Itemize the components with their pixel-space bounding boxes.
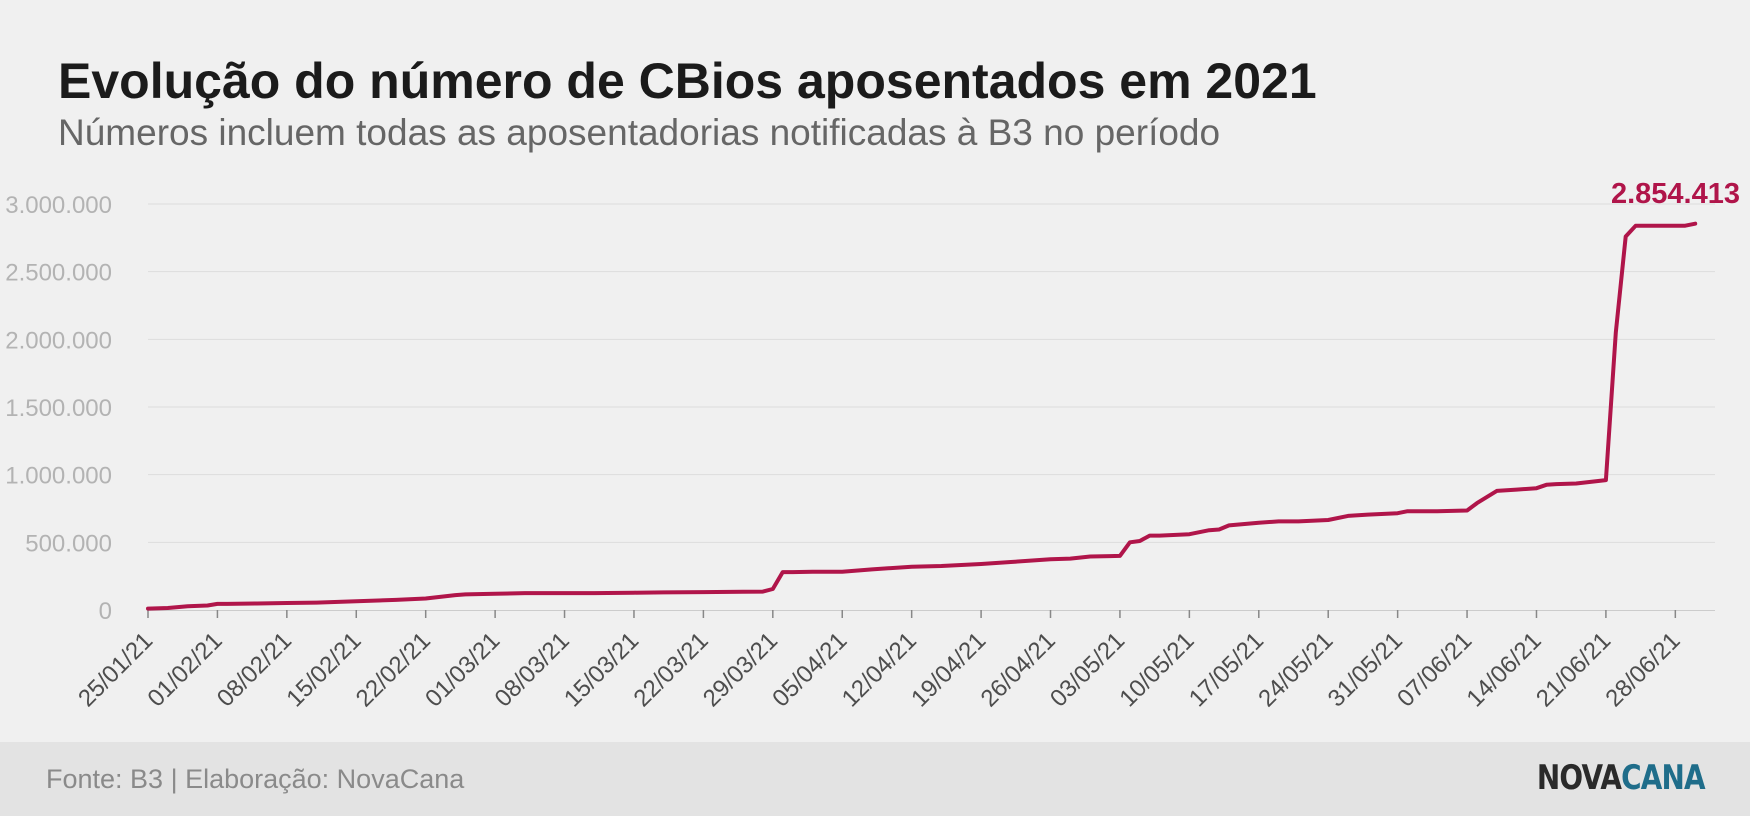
x-tick-label: 15/03/21 [559,627,644,712]
data-line [146,221,1698,611]
y-tick-label: 2.000.000 [5,327,112,354]
logo-part-nova: NOVA [1537,758,1622,798]
x-tick-label: 08/02/21 [212,627,297,712]
x-tick-label: 25/01/21 [73,627,158,712]
end-value-label: 2.854.413 [1611,178,1740,210]
y-tick-label: 1.000.000 [5,463,112,490]
y-tick-label: 3.000.000 [5,192,112,219]
y-tick-label: 1.500.000 [5,395,112,422]
x-tick-label: 01/02/21 [143,627,228,712]
chart-subtitle: Números incluem todas as aposentadorias … [58,112,1221,153]
x-tick-label: 19/04/21 [906,627,991,712]
x-tick-label: 07/06/21 [1392,627,1477,712]
x-tick-label: 17/05/21 [1184,627,1269,712]
x-tick-label: 08/03/21 [490,627,575,712]
x-tick-label: 29/03/21 [698,627,783,712]
x-tick-label: 24/05/21 [1253,627,1338,712]
chart-title: Evolução do número de CBios aposentados … [58,53,1317,109]
y-tick-label: 500.000 [25,530,112,557]
y-tick-label: 2.500.000 [5,260,112,287]
y-tick-label: 0 [99,598,112,625]
x-tick-label: 21/06/21 [1531,627,1616,712]
x-tick-label: 01/03/21 [420,627,505,712]
x-tick-label: 22/02/21 [351,627,436,712]
x-tick-label: 03/05/21 [1045,627,1130,712]
x-tick-label: 26/04/21 [976,627,1061,712]
x-tick-label: 12/04/21 [837,627,922,712]
x-tick-label: 22/03/21 [628,627,713,712]
x-tick-label: 05/04/21 [767,627,852,712]
x-tick-label: 28/06/21 [1600,627,1685,712]
footer: Fonte: B3 | Elaboração: NovaCana NOVACAN… [0,742,1750,816]
novacana-logo[interactable]: NOVACANA [1537,758,1706,798]
x-tick-label: 15/02/21 [281,627,366,712]
logo-part-cana: CANA [1621,758,1705,798]
x-tick-label: 31/05/21 [1323,627,1408,712]
x-tick-label: 14/06/21 [1462,627,1547,712]
source-note: Fonte: B3 | Elaboração: NovaCana [46,764,465,794]
x-tick-label: 10/05/21 [1114,627,1199,712]
line-chart: 0 500.000 1.000.000 1.500.000 2.000.000 2.500… [5,178,1740,712]
